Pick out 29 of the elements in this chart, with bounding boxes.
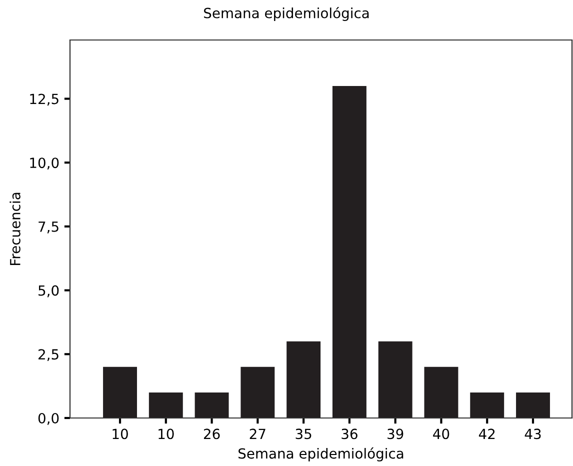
bar (378, 341, 412, 418)
x-tick-label: 35 (296, 428, 312, 440)
y-tick-label: 10,0 (30, 158, 59, 170)
x-tick-label: 10 (158, 428, 174, 440)
y-tick-label: 0,0 (38, 412, 59, 425)
x-tick-label: 10 (112, 428, 128, 440)
bar (240, 366, 275, 418)
chart-title: Semana epidemiológica (204, 7, 369, 21)
y-tick-label: 2,5 (38, 349, 58, 362)
bar (103, 366, 137, 418)
x-axis-title: Semana epidemiológica (238, 447, 404, 462)
y-tick-label: 12,5 (30, 94, 58, 106)
x-tick-label: 39 (388, 428, 404, 440)
x-tick-label: 27 (250, 428, 266, 439)
x-tick-label: 43 (524, 428, 541, 440)
x-tick-label: 36 (342, 428, 358, 440)
x-tick-label: 42 (478, 428, 495, 439)
y-axis-title: Frecuencia (10, 192, 20, 265)
bar (194, 392, 229, 418)
bar (516, 392, 550, 418)
bar (148, 392, 183, 418)
bar (332, 86, 366, 418)
bar (470, 392, 504, 418)
x-tick-label: 40 (433, 428, 450, 440)
bar (424, 366, 458, 418)
bar (286, 341, 321, 418)
y-tick-label: 7,5 (38, 222, 58, 234)
y-tick-label: 5,0 (38, 285, 59, 298)
x-tick-label: 26 (204, 428, 220, 440)
